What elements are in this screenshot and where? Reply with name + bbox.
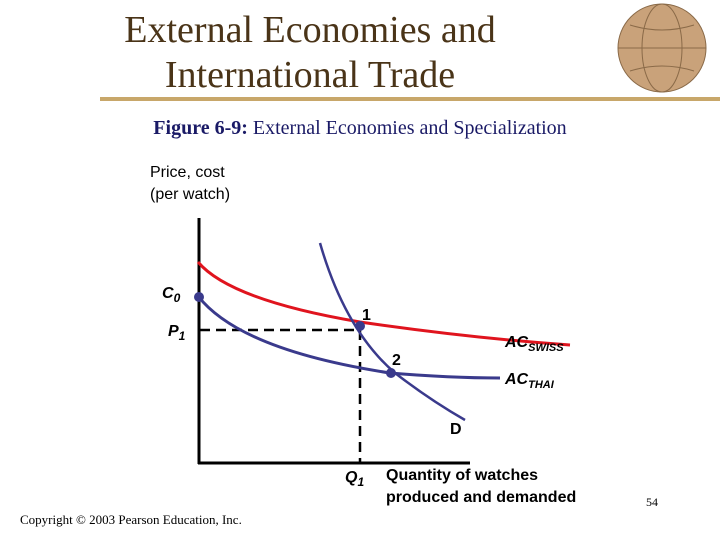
point-2 [386, 368, 396, 378]
figure-title: Figure 6-9: External Economies and Speci… [153, 117, 566, 139]
label-sub: 1 [357, 475, 364, 489]
ac-swiss-curve [196, 261, 571, 347]
figure-label: Figure 6-9: [153, 117, 248, 139]
point-1-label: 1 [362, 307, 371, 324]
point-2-label: 2 [392, 352, 401, 369]
demand-label: D [450, 421, 462, 438]
dashed-guides [200, 328, 362, 462]
x-axis-label: produced and demanded [386, 489, 576, 506]
figure-caption: External Economies and Specialization [253, 117, 567, 139]
label-sub: THAI [528, 379, 555, 391]
point-c0 [194, 292, 204, 302]
label-main: AC [504, 371, 529, 388]
title-line: External Economies and [124, 9, 495, 51]
label-sub: 1 [179, 329, 186, 343]
q1-label: Q1 [345, 469, 364, 489]
label-main: AC [504, 334, 529, 351]
label-main: C [162, 285, 174, 302]
title-line: International Trade [165, 54, 455, 96]
label-sub: SWISS [528, 342, 564, 354]
ac-thai-label: ACTHAI [504, 371, 555, 391]
copyright: Copyright © 2003 Pearson Education, Inc. [20, 512, 242, 527]
point-1 [355, 321, 365, 331]
ac-thai-curve [196, 295, 501, 380]
y-axis-label: (per watch) [150, 186, 230, 203]
label-main: Q [345, 469, 358, 486]
globe-icon [617, 3, 707, 93]
p1-label: P1 [168, 323, 186, 343]
label-main: P [168, 323, 179, 340]
axes [197, 218, 470, 465]
page-number: 54 [646, 495, 658, 509]
c0-label: C0 [162, 285, 181, 305]
ac-swiss-label: ACSWISS [504, 334, 564, 354]
label-sub: 0 [174, 291, 181, 305]
y-axis-label: Price, cost [150, 164, 225, 181]
x-axis-label: Quantity of watches [386, 467, 538, 484]
